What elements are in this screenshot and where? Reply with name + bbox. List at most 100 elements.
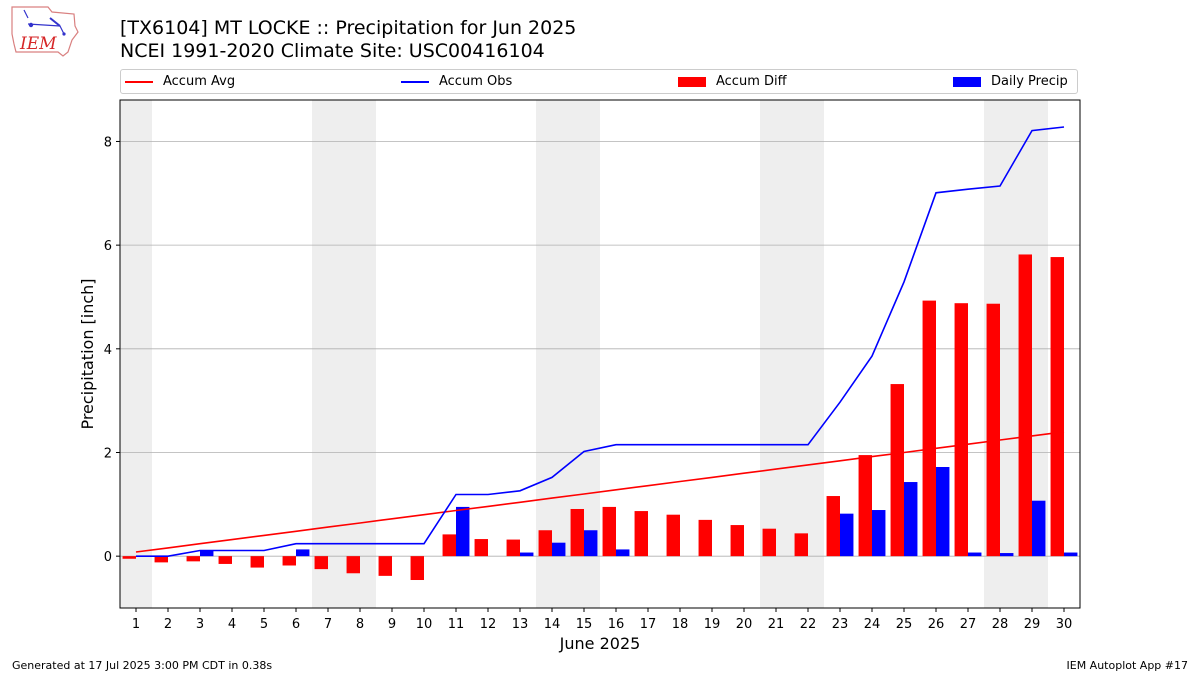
daily-bar-day-14 [552,542,566,557]
diff-bar-day-1 [122,556,136,559]
diff-bar-day-15 [570,508,584,557]
x-tick-label-25: 25 [896,617,913,632]
legend-swatch-accum-obs [401,80,429,83]
x-tick-label-28: 28 [992,617,1009,632]
diff-bar-day-19 [698,519,712,557]
x-tick-label-2: 2 [164,617,172,632]
legend-label-daily-precip: Daily Precip [991,74,1068,89]
legend: Accum Avg Accum Obs Accum Diff Daily Pre… [120,69,1078,94]
plot-frame [119,99,1081,609]
diff-bar-day-22 [794,533,808,557]
x-tick-label-22: 22 [800,617,817,632]
x-tick-label-8: 8 [356,617,364,632]
x-tick-label-29: 29 [1024,617,1041,632]
daily-bar-day-25 [904,482,918,557]
x-tick-label-23: 23 [832,617,849,632]
diff-bar-day-3 [186,556,200,562]
diff-bar-day-11 [442,534,456,557]
diff-bar-day-30 [1050,257,1064,557]
diff-bar-day-28 [986,303,1000,557]
footer-generated: Generated at 17 Jul 2025 3:00 PM CDT in … [12,659,273,672]
diff-bar-day-17 [634,511,648,557]
x-tick-label-12: 12 [480,617,497,632]
diff-bar-day-7 [314,556,328,570]
weekend-shade-8 [344,100,376,608]
diff-bar-day-25 [890,384,904,557]
diff-bar-day-16 [602,506,616,557]
weekend-shade-22 [792,100,824,608]
x-tick-label-14: 14 [544,617,561,632]
iem-logo-icon: IEM [11,6,79,57]
daily-bar-day-3 [200,550,214,557]
diff-bar-day-27 [954,303,968,557]
daily-bar-day-24 [872,510,886,557]
legend-label-accum-obs: Accum Obs [439,74,513,89]
legend-swatch-accum-avg [125,80,153,83]
accum-avg-line [135,431,1065,553]
daily-bar-day-28 [1000,553,1014,557]
y-tick-label-2: 2 [104,446,112,461]
x-tick-label-13: 13 [512,617,529,632]
legend-item-accum-avg: Accum Avg [125,70,235,93]
legend-label-accum-diff: Accum Diff [716,74,787,89]
x-tick-label-16: 16 [608,617,625,632]
x-tick-label-18: 18 [672,617,689,632]
daily-bar-day-15 [584,530,598,557]
diff-bar-day-2 [154,556,168,563]
daily-bar-day-29 [1032,500,1046,557]
y-tick-label-0: 0 [104,550,112,565]
x-tick-label-3: 3 [196,617,204,632]
x-tick-label-21: 21 [768,617,785,632]
svg-text:IEM: IEM [19,34,57,54]
weekend-shade-1 [120,100,152,608]
legend-label-accum-avg: Accum Avg [163,74,236,89]
x-tick-label-20: 20 [736,617,753,632]
legend-swatch-accum-diff [678,76,706,87]
weekend-shade-14 [536,100,568,608]
daily-bar-day-6 [296,549,310,557]
x-tick-label-30: 30 [1056,617,1073,632]
x-tick-label-11: 11 [448,617,465,632]
x-tick-label-1: 1 [132,617,140,632]
x-tick-label-26: 26 [928,617,945,632]
diff-bar-day-5 [250,556,264,568]
weekend-shade-21 [760,100,792,608]
diff-bar-day-14 [538,530,552,557]
x-tick-label-19: 19 [704,617,721,632]
diff-bar-day-13 [506,539,520,557]
diff-bar-day-26 [922,300,936,557]
x-tick-label-7: 7 [324,617,332,632]
daily-bar-day-23 [840,513,854,557]
x-tick-label-6: 6 [292,617,300,632]
accum-obs-line [136,126,1065,558]
x-tick-label-4: 4 [228,617,236,632]
diff-bar-day-18 [666,514,680,557]
x-tick-label-17: 17 [640,617,657,632]
legend-item-daily-precip: Daily Precip [953,70,1068,93]
title-line-1: [TX6104] MT LOCKE :: Precipitation for J… [120,17,577,39]
y-axis-label: Precipitation [inch] [78,278,97,429]
diff-bar-day-9 [378,556,392,576]
legend-swatch-daily-precip [953,76,981,87]
daily-bar-day-27 [968,552,982,557]
footer-app: IEM Autoplot App #17 [1066,659,1189,672]
title-line-2: NCEI 1991-2020 Climate Site: USC00416104 [120,40,545,62]
weekend-shade-7 [312,100,344,608]
y-tick-label-4: 4 [104,343,112,358]
diff-bar-day-24 [858,455,872,557]
diff-bar-day-20 [730,525,744,557]
x-tick-label-9: 9 [388,617,396,632]
daily-bar-day-16 [616,549,630,557]
x-tick-label-24: 24 [864,617,881,632]
diff-bar-day-4 [218,556,232,564]
chart-title: [TX6104] MT LOCKE :: Precipitation for J… [120,17,576,63]
diff-bar-day-8 [346,556,360,574]
x-tick-label-10: 10 [416,617,433,632]
daily-bar-day-11 [456,506,470,557]
x-tick-label-27: 27 [960,617,977,632]
daily-bar-day-26 [936,467,950,557]
diff-bar-day-21 [762,528,776,557]
x-tick-label-15: 15 [576,617,593,632]
diff-bar-day-23 [826,496,840,557]
